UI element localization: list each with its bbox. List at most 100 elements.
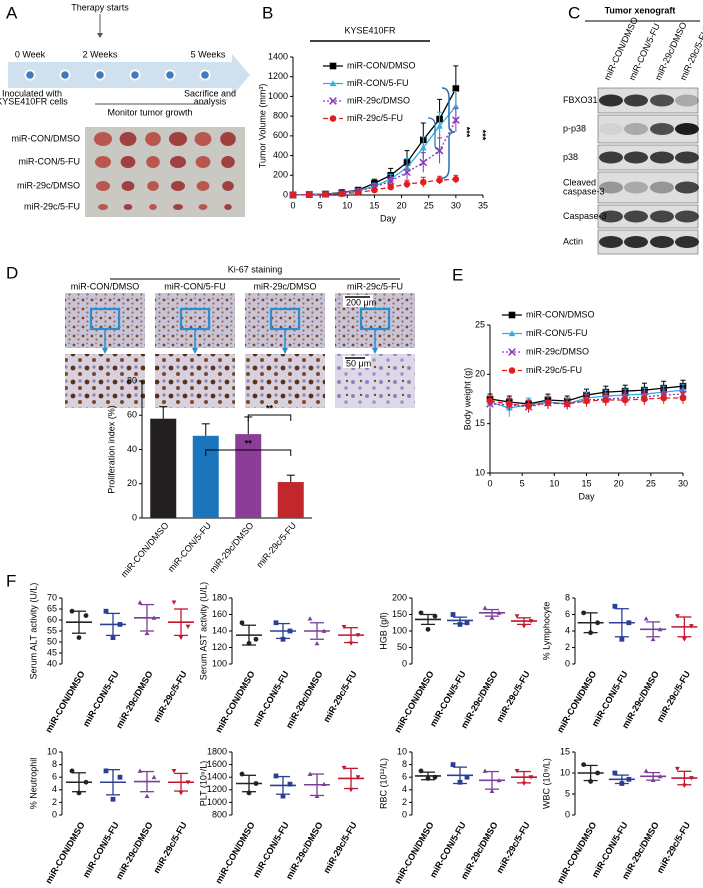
blot-band <box>624 210 648 223</box>
y-tick-label: 1200 <box>207 784 227 794</box>
blot-band <box>599 181 623 194</box>
y-tick-label: 0 <box>565 658 570 668</box>
data-point <box>450 762 456 767</box>
x-tick-label: miR-CON/DMSO <box>213 669 256 734</box>
y-tick-label: 180 <box>212 592 227 602</box>
marker <box>387 183 395 191</box>
y-tick-label: 10 <box>47 746 57 756</box>
timeline-dot <box>166 71 174 79</box>
y-tick-label: 60 <box>47 614 57 624</box>
y-tick-label: 200 <box>273 170 288 180</box>
y-axis-label: HGB (g/l) <box>378 612 388 650</box>
timeline-arrow <box>8 54 250 96</box>
x-tick-label: miR-29c/5-FU <box>151 669 188 724</box>
data-point <box>643 768 649 773</box>
timeline-dot <box>61 71 69 79</box>
data-point <box>355 775 361 780</box>
marker <box>641 395 648 403</box>
data-point <box>612 603 618 609</box>
tumor <box>169 132 187 146</box>
y-tick-label: 8 <box>402 759 407 769</box>
data-point <box>612 770 618 776</box>
sacrifice-label: analysis <box>194 96 227 106</box>
tumor <box>98 204 108 210</box>
legend-marker <box>508 311 516 319</box>
y-tick-label: 65 <box>47 603 57 613</box>
data-point <box>178 791 184 796</box>
marker <box>525 402 532 410</box>
x-tick-label: 5 <box>520 478 525 488</box>
x-tick-label: 35 <box>478 200 488 210</box>
blot-band <box>675 151 699 164</box>
blot-band <box>675 210 699 223</box>
data-point <box>178 635 184 640</box>
marker <box>419 158 428 167</box>
timeline-dot <box>201 71 209 79</box>
data-point <box>464 774 470 780</box>
x-tick-label: 0 <box>290 200 295 210</box>
data-point <box>280 636 286 642</box>
y-tick-label: 1800 <box>207 746 227 756</box>
y-tick-label: 25 <box>475 319 485 329</box>
blot-band <box>599 123 623 135</box>
zoom-arrow-head <box>282 348 288 354</box>
marker <box>322 191 329 198</box>
zoom-arrow-head <box>102 348 108 354</box>
group-label: miR-29c/DMSO <box>17 180 80 190</box>
tumor <box>147 181 159 191</box>
x-tick-label: miR-29c/5-FU <box>655 820 692 875</box>
data-point <box>457 622 463 627</box>
blot-row-label: caspase-3 <box>563 186 605 196</box>
timeline-label: Therapy starts <box>71 2 129 12</box>
marker <box>486 397 494 405</box>
x-tick-label: miR-CON/DMSO <box>43 820 86 885</box>
x-tick-label: miR-29c/DMSO <box>207 520 255 575</box>
data-point <box>450 612 456 617</box>
data-point <box>144 630 150 636</box>
legend-marker <box>329 97 337 105</box>
blot-band <box>675 123 699 135</box>
tumor <box>173 204 183 210</box>
y-tick-label: 8 <box>52 759 57 769</box>
significance-label: ** <box>266 403 274 413</box>
data-point <box>521 624 527 629</box>
y-tick-label: 0 <box>565 809 570 819</box>
x-tick-label: miR-29c/5-FU <box>321 669 358 724</box>
y-axis-label: PLT (10⁹/L) <box>198 761 208 807</box>
y-tick-label: 0 <box>402 809 407 819</box>
x-tick-label: miR-29c/DMSO <box>114 669 155 730</box>
marker <box>386 177 395 186</box>
tumor <box>194 132 212 146</box>
bar <box>235 434 262 518</box>
marker <box>436 122 443 129</box>
blot-band <box>624 94 648 107</box>
marker <box>621 396 629 404</box>
y-tick-label: 1400 <box>268 51 288 61</box>
tumor <box>146 156 160 168</box>
y-tick-label: 40 <box>127 444 137 454</box>
y-tick-label: 2 <box>52 797 57 807</box>
y-tick-label: 15 <box>560 746 570 756</box>
x-tick-label: 20 <box>397 200 407 210</box>
blot-row-label: Cleaved <box>563 177 596 187</box>
x-tick-label: 5 <box>318 200 323 210</box>
blot-band <box>650 181 674 194</box>
y-tick-label: 45 <box>47 647 57 657</box>
data-point <box>253 636 259 642</box>
timepoint-label: 0 Week <box>15 49 46 59</box>
y-axis-label: % Lymphocyte <box>541 602 551 661</box>
legend-marker <box>508 367 516 374</box>
blot-row-label: FBXO31 <box>563 95 598 105</box>
legend-label: miR-29c/5-FU <box>347 113 403 123</box>
y-tick-label: 2 <box>565 642 570 652</box>
x-tick-label: miR-CON/DMSO <box>43 669 86 734</box>
y-tick-label: 10 <box>560 767 570 777</box>
marker <box>583 397 590 405</box>
blot-band <box>675 94 699 107</box>
y-tick-label: 120 <box>212 642 227 652</box>
tumor <box>95 156 111 168</box>
x-tick-label: miR-29c/5-FU <box>494 669 531 724</box>
tumor-photo <box>85 127 245 217</box>
timeline-dot <box>26 71 34 79</box>
x-tick-label: miR-29c/5-FU <box>494 820 531 875</box>
